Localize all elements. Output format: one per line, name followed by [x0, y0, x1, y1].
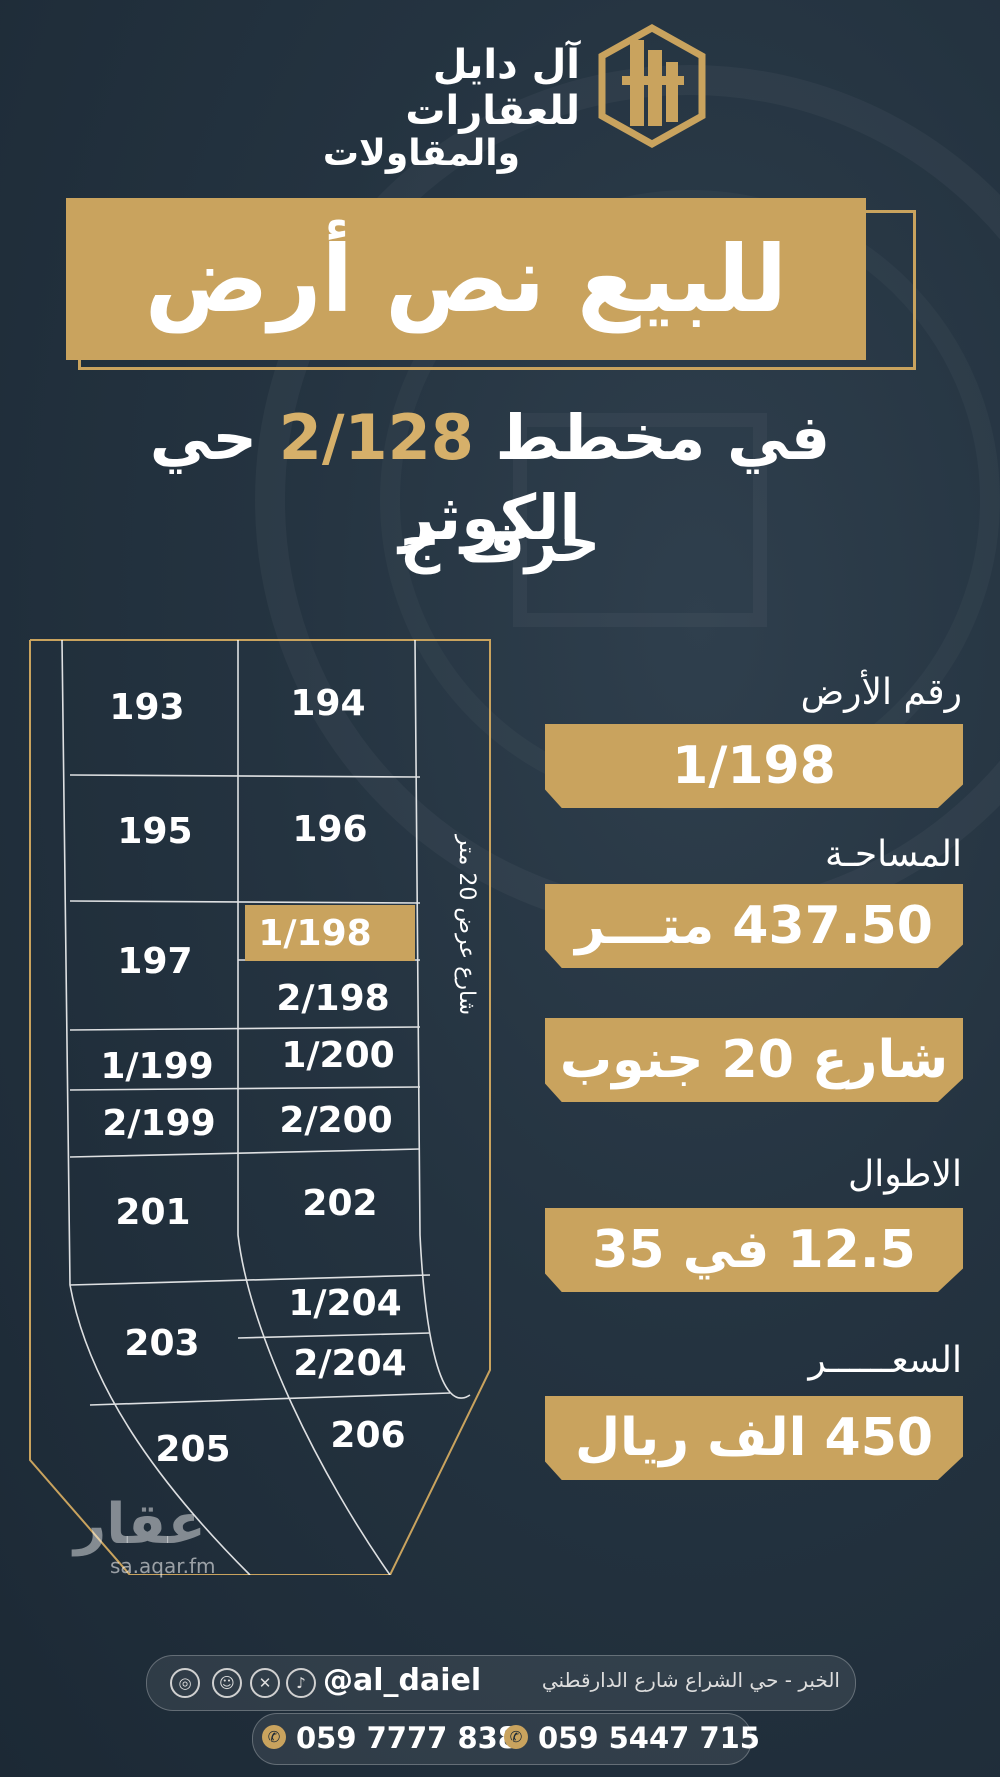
phone-number-2[interactable]: 059 5447 715 [538, 1721, 760, 1755]
price-value: 450 الف ريال [545, 1396, 963, 1480]
snapchat-icon[interactable]: ☺ [212, 1668, 242, 1698]
street-label: شارع عرض 20 متر [454, 834, 479, 1015]
plot-label: 196 [292, 809, 367, 850]
plot-label: 195 [117, 811, 192, 852]
plot-label: 193 [109, 687, 184, 728]
plot-label: 202 [302, 1183, 377, 1224]
footer-phone-bar [252, 1713, 752, 1765]
page-title: للبيع نص أرض [66, 198, 866, 360]
company-logo [598, 23, 706, 149]
instagram-icon[interactable]: ◎ [170, 1668, 200, 1698]
plot-label: 194 [290, 683, 365, 724]
plot-label: 203 [124, 1323, 199, 1364]
plot-label: 205 [155, 1429, 230, 1470]
plot-label: 2/198 [276, 978, 389, 1019]
company-name-line2: والمقاولات [322, 133, 520, 174]
price-label: السعــــــر [808, 1340, 962, 1381]
subtitle: في مخطط 2/128 حي الكوثر [60, 398, 920, 558]
dimensions-label: الاطوال [848, 1154, 962, 1195]
plot-label: 1/198 [258, 913, 371, 954]
area-label: المساحـة [825, 834, 962, 875]
plot-label: 2/199 [102, 1103, 215, 1144]
plot-label: 201 [115, 1192, 190, 1233]
street-value: شارع 20 جنوب [545, 1018, 963, 1102]
plot-number-label: رقم الأرض [800, 672, 962, 713]
social-handle[interactable]: @al_daiel [323, 1663, 482, 1698]
district-name: حي الكوثر [149, 401, 581, 554]
plot-label: 206 [330, 1415, 405, 1456]
dimensions-value: 12.5 في 35 [545, 1208, 963, 1292]
watermark-url: sa.aqar.fm [110, 1554, 216, 1578]
watermark-logo: عقار [74, 1492, 206, 1557]
plot-map: 193 194 195 196 197 1/198 2/198 1/199 1/… [29, 639, 491, 1575]
subtitle-prefix: في مخطط [495, 401, 831, 474]
phone-icon: ✆ [262, 1725, 286, 1749]
plot-number-value: 1/198 [545, 724, 963, 808]
address: الخبر - حي الشراع شارع الدارقطني [541, 1668, 840, 1692]
x-icon[interactable]: ✕ [250, 1668, 280, 1698]
company-name: آل دايل للعقارات والمقاولات [250, 42, 580, 174]
block-letter: حرف ج [399, 510, 601, 575]
plot-label: 197 [117, 941, 192, 982]
highlighted-plot [245, 905, 415, 961]
plot-label: 1/200 [281, 1035, 394, 1076]
tiktok-icon[interactable]: ♪ [286, 1668, 316, 1698]
phone-icon: ✆ [504, 1725, 528, 1749]
plot-label: 1/199 [100, 1046, 213, 1087]
plan-number: 2/128 [278, 401, 474, 474]
area-value: 437.50 متـــر [545, 884, 963, 968]
plot-label: 1/204 [288, 1283, 401, 1324]
plot-label: 2/200 [279, 1100, 392, 1141]
phone-number-1[interactable]: 059 7777 838 [296, 1721, 518, 1755]
plot-label: 2/204 [293, 1343, 406, 1384]
company-name-line1: آل دايل للعقارات [405, 42, 580, 134]
